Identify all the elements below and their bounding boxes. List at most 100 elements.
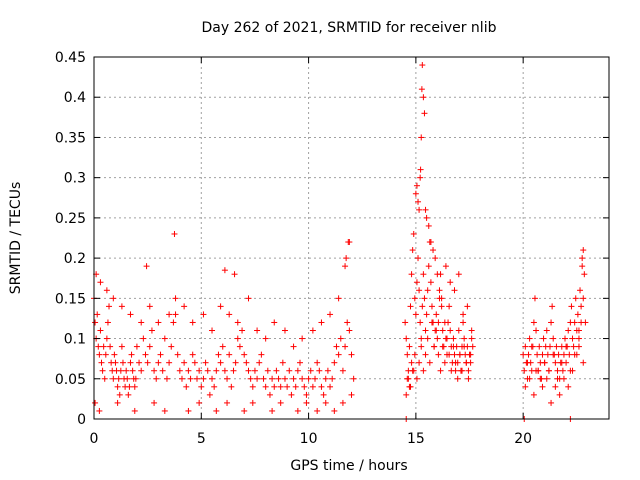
data-point: [314, 359, 321, 366]
data-point: [290, 375, 297, 382]
data-point: [423, 311, 430, 318]
data-point: [163, 375, 170, 382]
data-point: [348, 351, 355, 358]
data-point: [459, 367, 466, 374]
data-point: [275, 375, 282, 382]
data-point: [552, 383, 559, 390]
data-point: [405, 375, 412, 382]
data-point: [436, 287, 443, 294]
data-point: [294, 407, 301, 414]
data-point: [213, 367, 220, 374]
data-point: [465, 375, 472, 382]
data-point: [157, 351, 164, 358]
data-point: [249, 399, 256, 406]
data-point: [348, 391, 355, 398]
data-point: [303, 391, 310, 398]
data-point: [119, 359, 126, 366]
data-point: [438, 303, 445, 310]
data-point: [416, 287, 423, 294]
data-point: [549, 303, 556, 310]
data-point: [575, 327, 582, 334]
data-point: [239, 327, 246, 334]
data-point: [558, 359, 565, 366]
data-point: [327, 311, 334, 318]
data-point: [420, 367, 427, 374]
data-point: [183, 383, 190, 390]
data-point: [342, 263, 349, 270]
data-point: [409, 367, 416, 374]
data-point: [580, 295, 587, 302]
data-point: [200, 311, 207, 318]
data-point: [432, 255, 439, 262]
data-point: [537, 375, 544, 382]
data-point: [155, 359, 162, 366]
data-point: [221, 267, 228, 274]
data-point: [556, 391, 563, 398]
data-point: [344, 319, 351, 326]
data-point: [560, 375, 567, 382]
data-point: [187, 375, 194, 382]
data-point: [245, 295, 252, 302]
data-point: [571, 319, 578, 326]
data-point: [434, 271, 441, 278]
data-point: [181, 303, 188, 310]
data-point: [153, 375, 160, 382]
data-point: [560, 351, 567, 358]
data-point: [320, 391, 327, 398]
data-point: [572, 295, 579, 302]
axis-ticks: [93, 56, 609, 420]
x-tick-labels: 0 5 10 15 20: [90, 431, 533, 447]
data-point: [463, 359, 470, 366]
data-point: [194, 375, 200, 382]
data-point: [128, 351, 135, 358]
data-point: [273, 367, 280, 374]
data-point: [407, 383, 414, 390]
data-point: [110, 295, 117, 302]
data-point: [230, 367, 237, 374]
data-point: [110, 375, 117, 382]
data-point: [126, 383, 133, 390]
data-point: [215, 351, 222, 358]
data-point: [281, 375, 288, 382]
x-tick-label: 10: [300, 431, 318, 447]
data-point: [409, 247, 416, 254]
data-point: [299, 335, 306, 342]
data-point: [333, 343, 340, 350]
data-point: [189, 319, 196, 326]
data-point: [575, 335, 582, 342]
data-point: [541, 359, 548, 366]
chart-title: Day 262 of 2021, SRMTID for receiver nli…: [202, 20, 497, 36]
data-point: [234, 319, 241, 326]
data-point: [101, 375, 108, 382]
data-point: [125, 391, 132, 398]
data-point: [468, 335, 475, 342]
data-point: [435, 351, 442, 358]
data-point: [166, 311, 173, 318]
data-point: [539, 351, 546, 358]
y-tick-label: 0: [77, 412, 86, 428]
data-point: [417, 319, 424, 326]
data-point: [103, 287, 110, 294]
data-point: [402, 319, 409, 326]
data-point: [419, 303, 426, 310]
data-point: [322, 399, 329, 406]
data-point: [95, 343, 102, 350]
data-point: [114, 383, 121, 390]
data-point: [343, 255, 350, 262]
data-point: [288, 391, 295, 398]
data-point: [224, 399, 231, 406]
data-points: [91, 62, 589, 422]
data-point: [100, 343, 107, 350]
y-tick-labels: 0 0.05 0.1 0.15 0.2 0.25 0.3 0.35 0.4 0.45: [55, 50, 86, 428]
data-point: [451, 287, 458, 294]
data-point: [170, 319, 177, 326]
data-point: [97, 279, 104, 286]
data-point: [290, 343, 297, 350]
y-axis-label: SRMTID / TECUs: [8, 182, 24, 295]
data-point: [450, 343, 457, 350]
data-point: [181, 359, 188, 366]
y-tick-label: 0.1: [64, 332, 86, 348]
data-point: [415, 255, 422, 262]
data-point: [228, 383, 235, 390]
data-point: [522, 383, 529, 390]
